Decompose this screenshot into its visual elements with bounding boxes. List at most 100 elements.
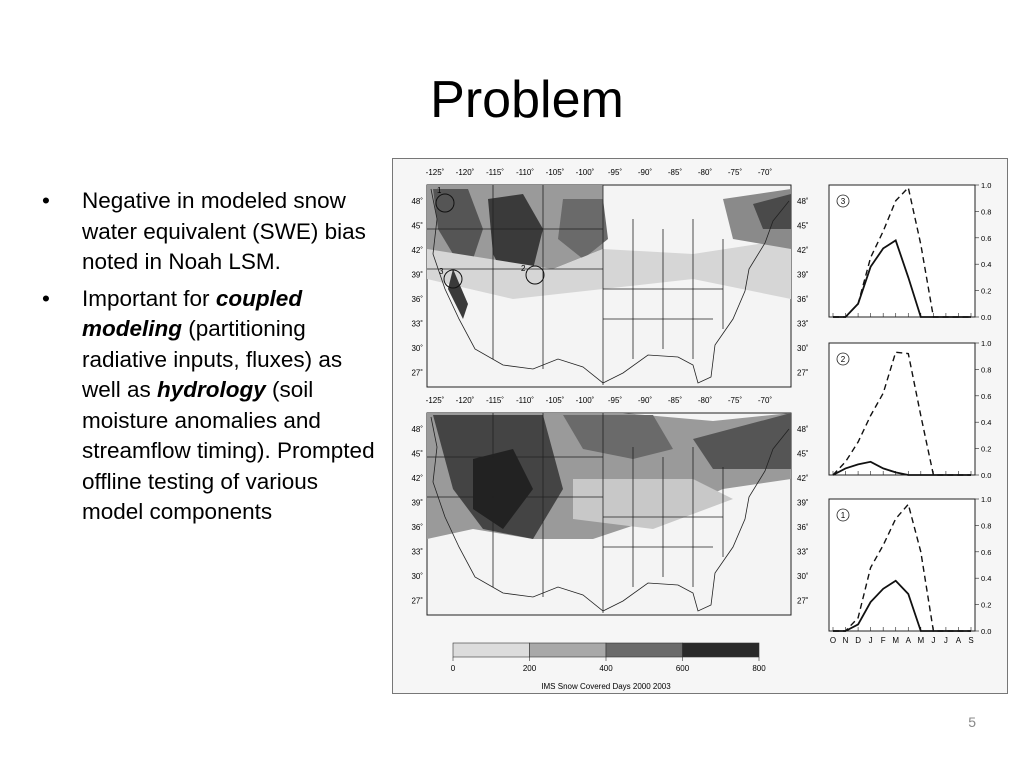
- panel-ytick-label: 1.0: [981, 181, 991, 190]
- lat-tick-label: 33˚: [797, 548, 809, 557]
- map-top-lon-labels: -125˚ -120˚ -115˚ -110˚ -105˚ -100˚ -95˚ -90˚ -8…: [426, 168, 773, 177]
- lon-tick-label: -70˚: [758, 396, 773, 405]
- lat-tick-label: 27˚: [797, 369, 809, 378]
- lon-tick-label: -110˚: [516, 396, 534, 405]
- lat-tick-label: 42˚: [797, 474, 809, 483]
- colorbar-swatch: [452, 642, 530, 658]
- lon-tick-label: -125˚: [426, 396, 445, 405]
- figure-image: -125˚ -120˚ -115˚ -110˚ -105˚ -100˚ -95˚ -90˚ -8…: [392, 158, 1008, 694]
- month-label: N: [843, 636, 849, 645]
- lat-tick-label: 27˚: [797, 597, 809, 606]
- bullet-dot: •: [42, 285, 50, 311]
- lon-tick-label: -80˚: [698, 168, 713, 177]
- lat-tick-label: 42˚: [411, 474, 423, 483]
- bullet-text-post: (soil moisture anomalies and streamflow …: [82, 377, 375, 524]
- lon-tick-label: -70˚: [758, 168, 773, 177]
- month-label: D: [855, 636, 861, 645]
- lon-tick-label: -90˚: [638, 168, 653, 177]
- lon-tick-label: -90˚: [638, 396, 653, 405]
- panel-site-badge-label: 1: [841, 511, 846, 520]
- panel-ytick-label: 0.8: [981, 207, 991, 216]
- lat-tick-label: 33˚: [797, 320, 809, 329]
- colorbar-tick-label: 200: [523, 664, 537, 673]
- lon-tick-label: -95˚: [608, 396, 623, 405]
- lat-tick-label: 36˚: [797, 295, 809, 304]
- site-marker-3: [443, 269, 463, 289]
- map-top-lat-labels-left: 48˚ 45˚ 42˚ 39˚ 36˚ 33˚ 30˚ 27˚: [411, 197, 423, 378]
- colorbar-tick-label: 800: [752, 664, 766, 673]
- panel-ytick-label: 0.6: [981, 392, 991, 401]
- lat-tick-label: 36˚: [411, 295, 423, 304]
- lon-tick-label: -100˚: [576, 396, 595, 405]
- site-marker-1: [435, 193, 455, 213]
- month-label: A: [906, 636, 912, 645]
- timeseries-panel-3: 0.0 0.2 0.4 0.6 0.8 1.0 3: [828, 181, 991, 322]
- month-label: M: [892, 636, 899, 645]
- map-top: [426, 184, 792, 388]
- panel-ytick-label: 0.0: [981, 471, 991, 480]
- lat-tick-label: 33˚: [411, 320, 423, 329]
- map-top-lat-labels-right: 48˚ 45˚ 42˚ 39˚ 36˚ 33˚ 30˚ 27˚: [797, 197, 809, 378]
- figure-svg: -125˚ -120˚ -115˚ -110˚ -105˚ -100˚ -95˚ -90˚ -8…: [411, 168, 991, 691]
- lat-tick-label: 45˚: [411, 450, 423, 459]
- panel-series-line-2: [833, 186, 971, 318]
- lat-tick-label: 42˚: [797, 246, 809, 255]
- panel-ytick-label: 0.2: [981, 287, 991, 296]
- lat-tick-label: 48˚: [411, 197, 423, 206]
- month-label: J: [869, 636, 873, 645]
- site-marker-label-3: 3: [439, 267, 444, 276]
- site-markers: 1 2 3: [435, 186, 545, 289]
- panel-ytick-label: 1.0: [981, 495, 991, 504]
- bullet-item: • Negative in modeled snow water equival…: [42, 186, 382, 278]
- lat-tick-label: 48˚: [797, 197, 809, 206]
- lat-tick-label: 30˚: [797, 344, 809, 353]
- lat-tick-label: 30˚: [411, 572, 423, 581]
- panel-site-badge-label: 3: [841, 197, 846, 206]
- panel-site-badge: [836, 352, 850, 366]
- map-bottom-borders: [427, 413, 790, 613]
- bullet-text: Negative in modeled snow water equivalen…: [82, 188, 366, 274]
- panel-ytick-label: 0.2: [981, 445, 991, 454]
- map-bottom-lon-labels: -125˚ -120˚ -115˚ -110˚ -105˚ -100˚ -95˚ -90˚ -8…: [426, 396, 773, 405]
- lat-tick-label: 45˚: [797, 222, 809, 231]
- map-bottom: [426, 412, 792, 616]
- bullet-emphasis-hydrology: hydrology: [157, 377, 266, 402]
- colorbar-tick-label: 600: [676, 664, 690, 673]
- map-bottom-lat-labels-left: 48˚ 45˚ 42˚ 39˚ 36˚ 33˚ 30˚ 27˚: [411, 425, 423, 606]
- colorbar-swatch: [605, 642, 683, 658]
- panel-ytick-label: 0.8: [981, 521, 991, 530]
- lon-tick-label: -80˚: [698, 396, 713, 405]
- map-top-borders: [427, 185, 790, 385]
- colorbar-tick-label: 0: [451, 664, 456, 673]
- map-bottom-lat-labels-right: 48˚ 45˚ 42˚ 39˚ 36˚ 33˚ 30˚ 27˚: [797, 425, 809, 606]
- month-label: J: [931, 636, 935, 645]
- lon-tick-label: -75˚: [728, 168, 743, 177]
- lat-tick-label: 36˚: [797, 523, 809, 532]
- timeseries-panels: 0.00.20.40.60.81.030.00.20.40.60.81.020.…: [828, 181, 991, 636]
- lat-tick-label: 45˚: [797, 450, 809, 459]
- timeseries-panel-1: 0.0 0.2 0.4 0.6 0.8 1.0 1: [828, 495, 991, 636]
- bullet-dot: •: [42, 188, 50, 213]
- panel-ytick-label: 0.4: [981, 418, 991, 427]
- panel-ytick-label: 0.0: [981, 313, 991, 322]
- site-marker-label-2: 2: [521, 264, 526, 273]
- panel-ytick-label: 0.4: [981, 260, 991, 269]
- slide-title: Problem: [430, 71, 624, 129]
- page-number: 5: [968, 714, 976, 730]
- panel-ytick-label: 1.0: [981, 339, 991, 348]
- month-label: A: [956, 636, 962, 645]
- lon-tick-label: -75˚: [728, 396, 743, 405]
- month-label: F: [881, 636, 886, 645]
- colorbar-swatch: [682, 642, 760, 658]
- lon-tick-label: -95˚: [608, 168, 623, 177]
- lon-tick-label: -105˚: [546, 396, 565, 405]
- panel-series-line-2: [832, 351, 971, 476]
- lat-tick-label: 48˚: [411, 425, 423, 434]
- site-marker-label-1: 1: [437, 186, 442, 195]
- panel-ytick-label: 0.4: [981, 574, 991, 583]
- colorbar: 0 200 400 600 800: [451, 642, 766, 673]
- lat-tick-label: 42˚: [411, 246, 423, 255]
- lon-tick-label: -100˚: [576, 168, 595, 177]
- lat-tick-label: 48˚: [797, 425, 809, 434]
